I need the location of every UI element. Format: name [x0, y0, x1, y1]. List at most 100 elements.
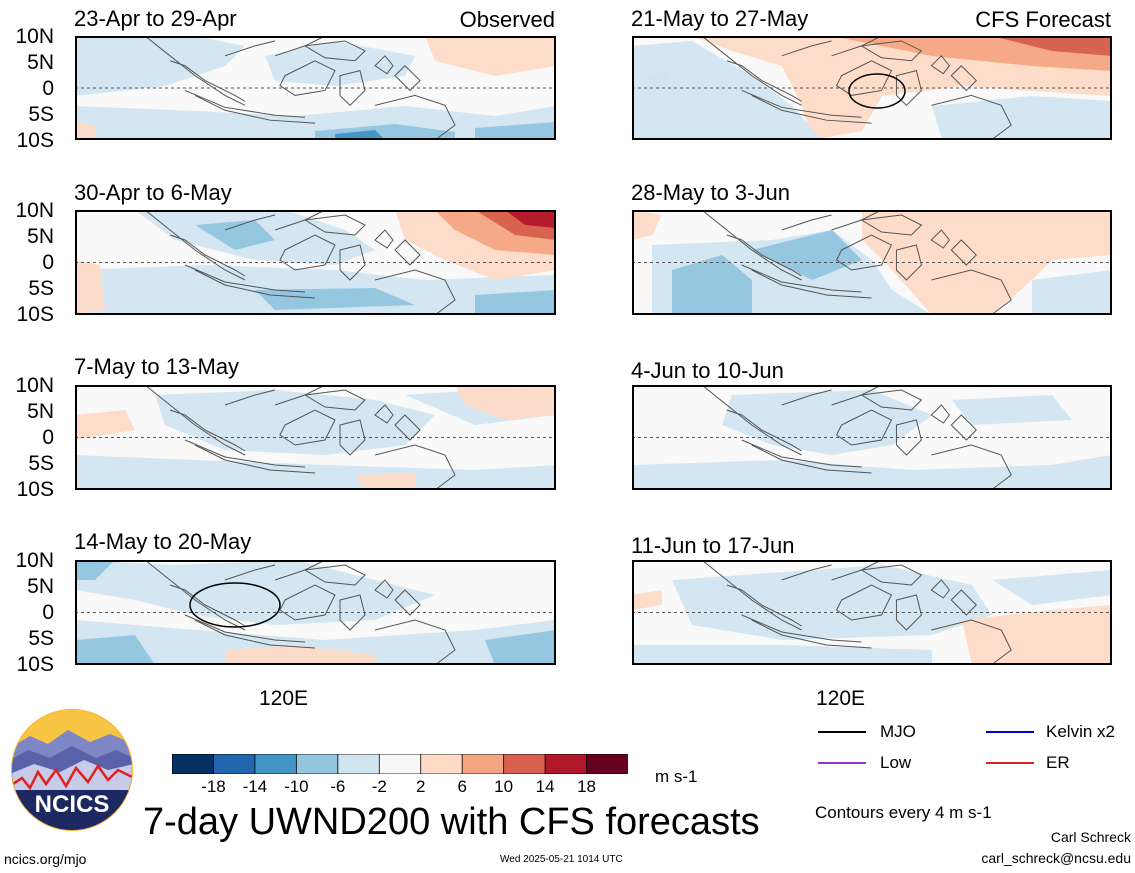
panel-tag-observed: Observed	[459, 7, 555, 32]
legend-line-kelvin	[986, 731, 1034, 733]
colorbar-tick-label: 2	[415, 777, 426, 796]
coastline	[862, 41, 922, 61]
coastline	[170, 61, 245, 102]
coastline	[752, 95, 872, 123]
coastline	[280, 61, 335, 96]
coastline	[195, 620, 315, 648]
coastline	[375, 230, 393, 248]
coastline	[145, 560, 245, 630]
coastline	[727, 410, 802, 451]
coastline	[837, 410, 892, 445]
coastline	[185, 440, 305, 467]
coastline	[727, 235, 802, 276]
coastline	[782, 565, 832, 580]
map-panel-observed-3	[75, 385, 556, 490]
lon-label-left: 120E	[259, 687, 309, 710]
lat-label: 0	[42, 601, 54, 624]
coastline	[225, 390, 275, 405]
legend-label-low: Low	[880, 753, 912, 772]
coastline	[145, 36, 245, 105]
lat-label: 5N	[27, 225, 54, 248]
colorbar-tick-label: 10	[494, 777, 514, 796]
anomaly-shading	[425, 36, 556, 76]
coastline	[742, 265, 862, 292]
coastline	[951, 66, 976, 91]
panel-title-7: 14-May to 20-May	[74, 529, 252, 554]
coastline	[896, 71, 921, 106]
anomaly-shading	[952, 395, 1072, 425]
map-panel-observed-4	[75, 560, 556, 665]
colorbar-tick-label: 6	[457, 777, 467, 796]
colorbar-units: m s-1	[655, 767, 698, 786]
anomaly-shading	[265, 41, 415, 86]
coastline	[702, 560, 802, 630]
coastline	[782, 215, 832, 230]
coastline	[225, 215, 275, 230]
legend-label-kelvin: Kelvin x2	[1046, 722, 1115, 741]
anomaly-shading	[752, 230, 862, 280]
coastline	[225, 565, 275, 580]
colorbar-tick-label: -18	[201, 777, 226, 796]
colorbar-tick-label: -14	[242, 777, 268, 796]
main-title: 7-day UWND200 with CFS forecasts	[143, 801, 760, 843]
colorbar-tick-label: -10	[284, 777, 309, 796]
panel-title-8: 11-Jun to 17-Jun	[631, 533, 795, 558]
anomaly-shading	[75, 455, 556, 490]
coastline	[931, 56, 949, 74]
anomaly-shading	[475, 290, 556, 315]
coastline	[752, 270, 872, 298]
legend-label-mjo: MJO	[880, 722, 916, 741]
coastline	[896, 420, 921, 455]
coastline	[931, 95, 1011, 140]
logo-text: NCICS	[35, 791, 110, 818]
coastline	[375, 620, 455, 665]
coastline	[340, 420, 365, 455]
colorbar-swatch	[503, 754, 546, 774]
coastline	[742, 90, 862, 117]
coastline	[782, 41, 832, 56]
footer-author: Carl Schreck	[1050, 829, 1131, 845]
anomaly-shading	[75, 635, 155, 665]
map-panel-forecast-3	[632, 385, 1112, 490]
anomaly-shading	[632, 590, 662, 610]
coastline	[837, 61, 892, 96]
anomaly-shading	[75, 560, 115, 580]
coastline	[727, 585, 802, 626]
coastline	[862, 565, 922, 585]
anomaly-shading	[992, 36, 1112, 56]
lat-label: 5N	[27, 575, 54, 598]
coastline	[931, 270, 1011, 315]
panel-title-3: 30-Apr to 6-May	[74, 180, 232, 205]
colorbar-tick-label: 14	[535, 777, 555, 796]
coastline	[340, 595, 365, 630]
coastline	[185, 90, 305, 117]
coastline	[305, 390, 365, 410]
map-panel-forecast-4	[632, 560, 1112, 665]
coastline	[305, 565, 365, 585]
anomaly-shading	[642, 71, 672, 91]
coastline	[375, 95, 455, 140]
mjo-contour	[189, 582, 281, 628]
coastline	[195, 445, 315, 473]
coastline	[395, 66, 420, 91]
footer-timestamp: Wed 2025-05-21 1014 UTC	[500, 854, 623, 865]
anomaly-shading	[225, 645, 375, 665]
coastline	[862, 215, 922, 235]
anomaly-shading	[475, 122, 556, 140]
anomaly-shading	[505, 210, 556, 228]
contour-note: Contours every 4 m s-1	[815, 803, 992, 822]
coastline	[375, 580, 393, 598]
colorbar-swatch	[586, 754, 628, 774]
coastline	[395, 240, 420, 265]
coastline	[837, 235, 892, 270]
lat-label: 5S	[28, 452, 54, 475]
coastline	[742, 615, 862, 642]
coastline	[742, 440, 862, 467]
coastline	[896, 245, 921, 280]
coastline	[170, 585, 245, 626]
lat-label: 10N	[15, 374, 54, 397]
anomaly-shading	[632, 41, 822, 140]
colorbar-tick-label: -2	[371, 777, 387, 796]
coastline	[931, 230, 949, 248]
coastline	[862, 390, 922, 410]
